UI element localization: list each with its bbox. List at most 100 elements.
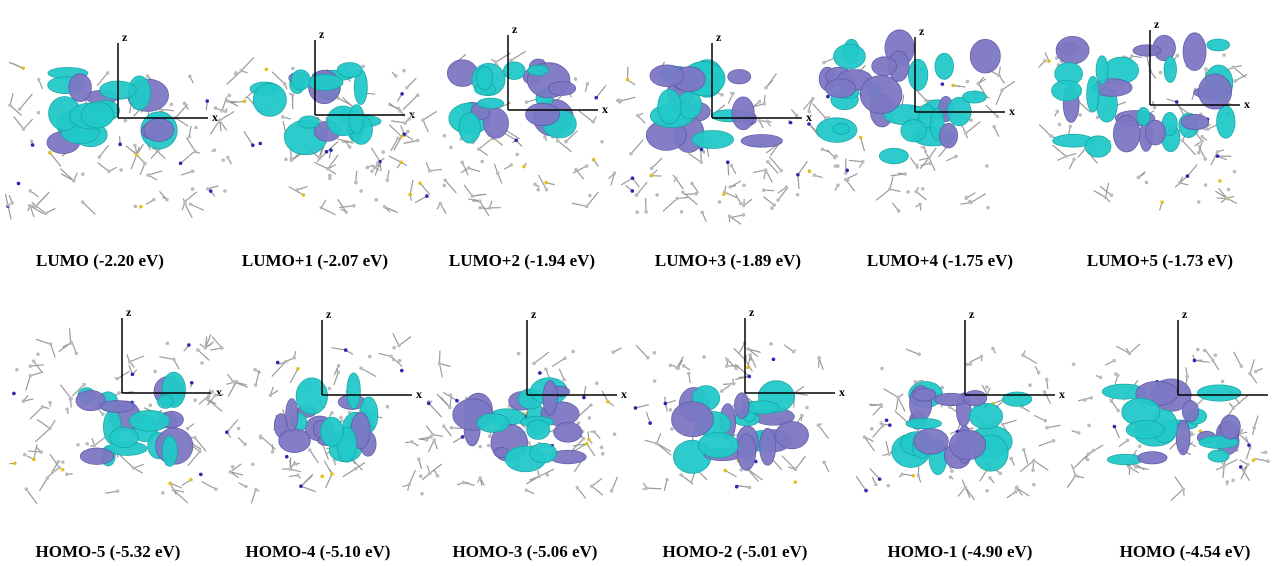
bond xyxy=(310,450,319,463)
atom xyxy=(1197,200,1201,204)
atom xyxy=(577,421,581,425)
bond xyxy=(105,491,117,493)
atom xyxy=(420,492,424,496)
atom xyxy=(152,198,156,202)
bond xyxy=(24,119,33,129)
atom xyxy=(1239,364,1243,368)
atom xyxy=(218,119,222,123)
orbital-lobe xyxy=(80,448,114,464)
atom xyxy=(977,82,981,86)
atom xyxy=(22,399,26,403)
atom xyxy=(1216,154,1220,158)
z-axis-label: z xyxy=(716,30,722,44)
bond xyxy=(1100,186,1112,195)
atom xyxy=(383,205,387,209)
atom xyxy=(56,460,60,464)
bond xyxy=(186,137,195,151)
bond xyxy=(389,156,401,162)
bond xyxy=(140,163,145,174)
orbital-lobe xyxy=(144,119,174,142)
orbital-label: LUMO+3 (-1.89 eV) xyxy=(655,251,801,270)
atom xyxy=(237,427,241,431)
atom xyxy=(425,438,429,442)
bond xyxy=(637,182,648,195)
atom xyxy=(488,206,492,210)
z-axis-label: z xyxy=(1154,17,1160,31)
orbital-lobe xyxy=(1183,33,1206,71)
bond xyxy=(876,189,890,200)
orbital-lobe xyxy=(692,131,734,149)
atom xyxy=(289,467,293,471)
atom xyxy=(1193,359,1197,363)
atom xyxy=(69,398,73,402)
atom xyxy=(93,444,97,448)
atom xyxy=(450,426,454,430)
bond xyxy=(1023,355,1037,363)
atom xyxy=(15,368,19,372)
orbital-panel: zx xyxy=(391,22,608,216)
atom xyxy=(101,412,105,416)
atom xyxy=(428,169,432,173)
bond xyxy=(130,356,145,362)
atom xyxy=(742,213,746,217)
atom xyxy=(37,111,41,115)
atom xyxy=(1182,487,1186,491)
bond xyxy=(37,419,50,428)
atom xyxy=(366,166,370,170)
atom xyxy=(165,198,169,202)
atom xyxy=(320,206,324,210)
atom xyxy=(644,210,648,214)
atom xyxy=(1074,474,1078,478)
bond xyxy=(587,444,595,456)
atom xyxy=(592,158,596,162)
bond xyxy=(728,162,729,175)
bond xyxy=(657,443,671,451)
atom xyxy=(478,199,482,203)
atom xyxy=(834,164,838,168)
orbital-lobe xyxy=(1133,45,1161,56)
atom xyxy=(74,352,78,356)
z-axis-label: z xyxy=(919,24,925,38)
atom xyxy=(655,193,659,197)
bond xyxy=(636,345,648,358)
bond xyxy=(50,153,61,167)
atom xyxy=(585,164,589,168)
bond xyxy=(996,90,1002,105)
atom xyxy=(543,135,547,139)
bond xyxy=(415,196,427,203)
bond xyxy=(663,198,677,211)
atom xyxy=(631,176,635,180)
atom xyxy=(635,210,639,214)
bond xyxy=(873,406,882,415)
atom xyxy=(918,202,922,206)
atom xyxy=(718,200,722,204)
atom xyxy=(845,169,849,173)
atom xyxy=(231,380,235,384)
atom xyxy=(1231,478,1235,482)
atom xyxy=(822,461,826,465)
atom xyxy=(1128,466,1132,470)
atom xyxy=(57,466,61,470)
bond xyxy=(1047,425,1061,427)
atom xyxy=(166,342,170,346)
atom xyxy=(1032,459,1036,463)
atom xyxy=(728,185,732,189)
atom xyxy=(284,157,288,161)
atom xyxy=(196,348,200,352)
bond xyxy=(592,486,603,495)
atom xyxy=(467,166,471,170)
bond xyxy=(356,171,357,183)
atom xyxy=(296,188,300,192)
bond xyxy=(222,97,227,111)
atom xyxy=(376,161,380,165)
atom xyxy=(731,92,735,96)
orbital-lobe xyxy=(1113,115,1140,151)
bond xyxy=(846,174,858,180)
atom xyxy=(544,367,548,371)
bond xyxy=(290,369,298,383)
orbital-panel: zx xyxy=(206,27,415,215)
bond xyxy=(379,353,391,356)
atom xyxy=(149,403,153,407)
orbital-panel: zx xyxy=(417,307,627,499)
bond xyxy=(1106,183,1109,197)
